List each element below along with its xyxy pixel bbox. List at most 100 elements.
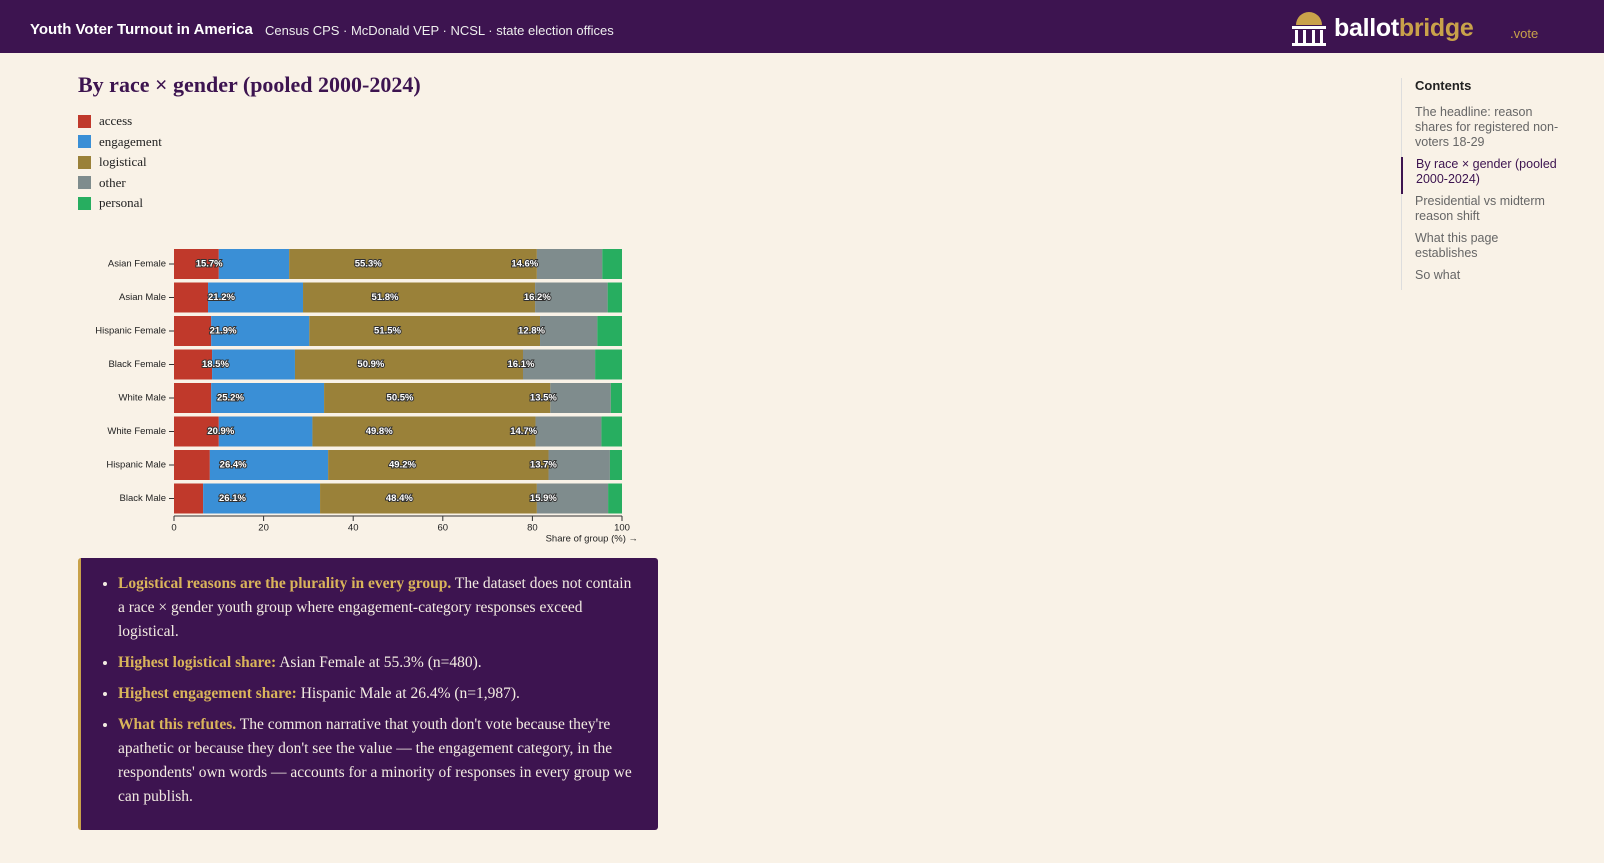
bar-segment bbox=[174, 349, 213, 380]
data-label: 26.1% bbox=[219, 493, 246, 504]
data-label: 16.2% bbox=[524, 292, 551, 303]
data-label: 50.9% bbox=[357, 359, 384, 370]
bar-segment bbox=[211, 383, 325, 413]
bar-segment bbox=[607, 282, 622, 313]
callout-lead: Highest logistical share: bbox=[118, 654, 277, 671]
callout-item: What this refutes. The common narrative … bbox=[118, 713, 638, 809]
legend-label: personal bbox=[99, 195, 144, 211]
bar-segment bbox=[609, 450, 622, 480]
toc-item-active[interactable]: By race × gender (pooled 2000-2024) bbox=[1401, 157, 1561, 194]
toc-title: Contents bbox=[1415, 78, 1472, 93]
bar-segment bbox=[320, 483, 537, 514]
logo-icon bbox=[1292, 12, 1326, 46]
y-tick-label: Asian Female bbox=[108, 259, 166, 270]
legend-item: other bbox=[78, 173, 162, 194]
x-tick-label: 40 bbox=[348, 523, 359, 534]
legend-label: other bbox=[99, 174, 126, 190]
legend: access engagement logistical other personal bbox=[78, 111, 162, 214]
toc-item[interactable]: Presidential vs midterm reason shift bbox=[1415, 194, 1545, 223]
brand-primary: ballot bbox=[1334, 14, 1399, 42]
chart: Asian Female 15.7% 55.3% 14.6% Asian Male 21.… bbox=[95, 249, 638, 545]
bar-segment bbox=[536, 483, 609, 514]
data-label: 55.3% bbox=[355, 259, 382, 270]
bar-segment bbox=[294, 349, 523, 380]
legend-label: engagement bbox=[99, 133, 162, 149]
data-label: 49.8% bbox=[366, 426, 393, 437]
data-label: 13.7% bbox=[530, 460, 557, 471]
bar-segment bbox=[174, 249, 219, 279]
y-tick-label: Hispanic Male bbox=[106, 460, 166, 471]
callout-text: The dataset does not contain a race × ge… bbox=[118, 575, 632, 640]
x-tick-label: 80 bbox=[527, 523, 538, 534]
legend-item: logistical bbox=[78, 152, 162, 173]
data-label: 12.8% bbox=[518, 326, 545, 337]
brand-accent: bridge bbox=[1398, 14, 1474, 42]
data-label: 48.4% bbox=[386, 493, 413, 504]
y-tick-label: Black Female bbox=[108, 359, 166, 370]
bar-segment bbox=[303, 282, 536, 313]
y-tick-label: Asian Male bbox=[119, 292, 166, 303]
brand-suffix: .vote bbox=[1510, 26, 1539, 41]
data-label: 13.5% bbox=[530, 393, 557, 404]
brand[interactable]: ballotbridge bbox=[1334, 14, 1474, 43]
bar-segment bbox=[548, 450, 610, 480]
bar-segment bbox=[309, 316, 541, 346]
data-label: 18.5% bbox=[202, 359, 229, 370]
bar-segment bbox=[608, 483, 622, 514]
toc-item[interactable]: The headline: reason shares for register… bbox=[1415, 105, 1559, 149]
toc-item[interactable]: What this page establishes bbox=[1415, 231, 1499, 260]
bar-segment bbox=[536, 249, 603, 279]
toc: Contents The headline: reason shares for… bbox=[1401, 78, 1561, 290]
legend-swatch bbox=[78, 135, 91, 149]
data-label: 51.5% bbox=[374, 326, 401, 337]
section-heading: By race × gender (pooled 2000-2024) bbox=[78, 72, 421, 97]
site-subtitle: Census CPS · McDonald VEP · NCSL · state… bbox=[265, 23, 614, 38]
callout-text: The common narrative that youth don't vo… bbox=[118, 716, 632, 805]
x-tick-label: 0 bbox=[171, 523, 176, 534]
data-label: 14.6% bbox=[511, 259, 538, 270]
bar-segment bbox=[540, 316, 598, 346]
data-label: 51.8% bbox=[372, 292, 399, 303]
bar-segment bbox=[203, 483, 321, 514]
bar-segment bbox=[212, 349, 295, 380]
bar-segment bbox=[312, 416, 536, 447]
data-label: 20.9% bbox=[207, 426, 234, 437]
x-tick-label: 100 bbox=[614, 523, 630, 534]
x-tick-label: 20 bbox=[258, 523, 269, 534]
bar-segment bbox=[174, 282, 209, 313]
x-axis-label: Share of group (%) → bbox=[546, 534, 638, 545]
bar-segment bbox=[550, 383, 611, 413]
callout-item: Highest logistical share: Asian Female a… bbox=[118, 651, 638, 675]
toc-item[interactable]: So what bbox=[1415, 268, 1461, 282]
bar-segment bbox=[209, 450, 329, 480]
legend-label: access bbox=[99, 113, 133, 129]
y-tick-label: Black Male bbox=[120, 493, 166, 504]
callout-lead: What this refutes. bbox=[118, 716, 237, 733]
legend-label: logistical bbox=[99, 154, 147, 170]
y-tick-label: White Female bbox=[107, 426, 166, 437]
legend-swatch bbox=[78, 176, 91, 190]
bar-segment bbox=[289, 249, 537, 279]
site-title[interactable]: Youth Voter Turnout in America bbox=[30, 21, 253, 38]
bar-segment bbox=[595, 349, 622, 380]
bar-segment bbox=[328, 450, 549, 480]
legend-swatch bbox=[78, 196, 91, 210]
callout: Logistical reasons are the plurality in … bbox=[78, 558, 658, 830]
data-label: 15.7% bbox=[196, 259, 223, 270]
callout-text: Asian Female at 55.3% (n=480). bbox=[279, 654, 482, 671]
bar-segment bbox=[208, 282, 304, 313]
legend-item: engagement bbox=[78, 132, 162, 153]
bar-segment bbox=[174, 483, 204, 514]
bar-segment bbox=[601, 416, 622, 447]
bar-segment bbox=[610, 383, 622, 413]
callout-item: Logistical reasons are the plurality in … bbox=[118, 572, 638, 644]
callout-item: Highest engagement share: Hispanic Male … bbox=[118, 682, 638, 706]
data-label: 50.5% bbox=[387, 393, 414, 404]
bar-segment bbox=[174, 416, 219, 447]
data-label: 25.2% bbox=[217, 393, 244, 404]
bar-segment bbox=[211, 316, 310, 346]
legend-swatch bbox=[78, 114, 91, 128]
legend-item: access bbox=[78, 111, 162, 132]
x-tick-label: 60 bbox=[438, 523, 449, 534]
